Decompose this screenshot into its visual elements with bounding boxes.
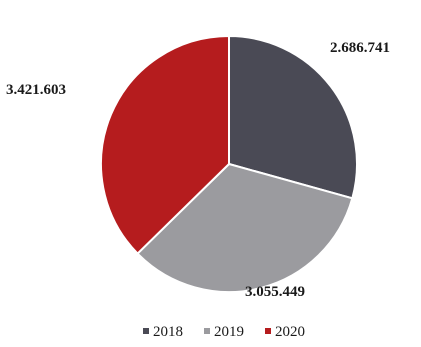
legend-swatch-2018 — [143, 328, 149, 334]
data-label-2020: 3.421.603 — [6, 82, 66, 98]
legend-label-2020: 2020 — [275, 324, 305, 340]
legend-swatch-2020 — [265, 328, 271, 334]
pie-slice-2020 — [100, 34, 230, 255]
pie-slices — [100, 34, 358, 293]
data-label-2019: 3.055.449 — [245, 284, 305, 300]
pie-slice-2019 — [136, 162, 354, 293]
legend: 2018 2019 2020 — [143, 324, 305, 340]
pie-slice-2018 — [228, 34, 358, 200]
legend-swatch-2019 — [204, 328, 210, 334]
legend-label-2019: 2019 — [214, 324, 244, 340]
legend-label-2018: 2018 — [153, 324, 183, 340]
data-label-2018: 2.686.741 — [330, 40, 390, 56]
